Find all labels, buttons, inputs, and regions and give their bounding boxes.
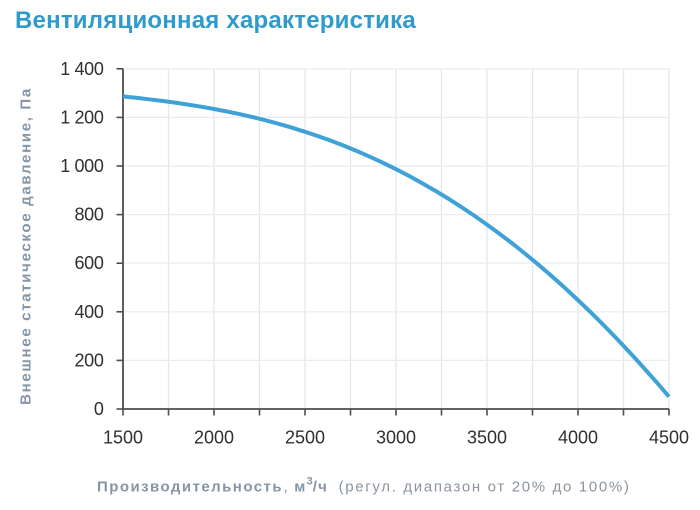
svg-text:4000: 4000 bbox=[558, 427, 598, 447]
svg-text:1 400: 1 400 bbox=[60, 59, 104, 79]
svg-text:1500: 1500 bbox=[103, 427, 143, 447]
svg-text:1 000: 1 000 bbox=[60, 156, 104, 176]
svg-text:400: 400 bbox=[75, 302, 104, 322]
svg-text:3500: 3500 bbox=[467, 427, 507, 447]
svg-text:800: 800 bbox=[75, 205, 104, 225]
svg-text:2000: 2000 bbox=[194, 427, 234, 447]
svg-text:1 200: 1 200 bbox=[60, 107, 104, 127]
svg-text:0: 0 bbox=[94, 399, 104, 419]
svg-text:Производительность,м3/ч(регул.: Производительность, м3/ч (регул. диапазон … bbox=[97, 475, 631, 495]
svg-text:200: 200 bbox=[75, 350, 104, 370]
svg-text:3000: 3000 bbox=[376, 427, 416, 447]
svg-text:4500: 4500 bbox=[649, 427, 689, 447]
svg-text:2500: 2500 bbox=[285, 427, 325, 447]
svg-text:Вентиляционная характеристика: Вентиляционная характеристика bbox=[15, 7, 416, 34]
svg-text:600: 600 bbox=[75, 253, 104, 273]
svg-text:Внешнее статическое давление,: Внешнее статическое давление, Па bbox=[18, 87, 35, 405]
